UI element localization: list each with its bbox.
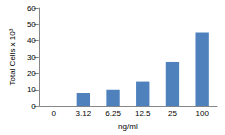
svg-text:12.5: 12.5 [135,109,151,118]
svg-text:20: 20 [27,69,36,78]
svg-text:60: 60 [27,4,36,13]
svg-text:10: 10 [27,85,36,94]
svg-text:6.25: 6.25 [105,109,121,118]
svg-text:ng/ml: ng/ml [118,122,138,131]
svg-text:25: 25 [168,109,177,118]
svg-text:30: 30 [27,53,36,62]
svg-text:Total Cells x 10³: Total Cells x 10³ [8,28,17,85]
svg-text:100: 100 [195,109,209,118]
svg-text:0: 0 [31,102,36,111]
svg-text:0: 0 [51,109,56,118]
svg-text:3.12: 3.12 [76,109,92,118]
svg-text:40: 40 [27,36,36,45]
svg-text:50: 50 [27,20,36,29]
